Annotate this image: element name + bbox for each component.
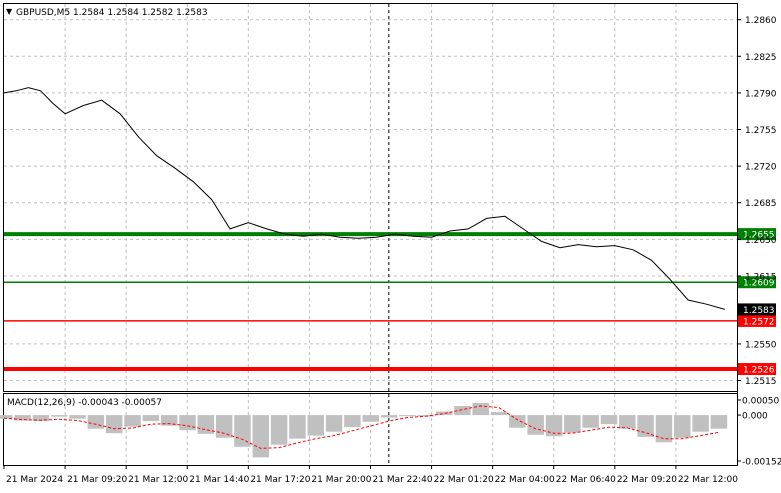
macd-bar bbox=[142, 415, 160, 422]
macd-bar bbox=[197, 415, 215, 434]
macd-bar bbox=[179, 415, 196, 431]
macd-tick-label: 0.00050 bbox=[742, 397, 779, 407]
macd-bar bbox=[0, 415, 13, 419]
price-tick-label: 1.2550 bbox=[745, 340, 777, 350]
time-tick-label: 22 Mar 09:20 bbox=[617, 475, 677, 485]
macd-bar bbox=[527, 415, 544, 435]
time-tick-label: 21 Mar 20:00 bbox=[311, 475, 371, 485]
macd-bar bbox=[270, 415, 288, 445]
macd-bar bbox=[32, 415, 50, 422]
time-tick-label: 21 Mar 14:40 bbox=[189, 475, 249, 485]
macd-bar bbox=[619, 415, 636, 429]
time-tick-label: 22 Mar 06:40 bbox=[556, 475, 616, 485]
price-tick-label: 1.2515 bbox=[745, 377, 777, 387]
macd-layer bbox=[0, 403, 728, 458]
macd-bar bbox=[344, 415, 361, 428]
price-tick-label: 1.2720 bbox=[745, 163, 777, 173]
macd-bar bbox=[14, 415, 31, 421]
macd-bar bbox=[380, 415, 398, 418]
macd-bar bbox=[399, 415, 416, 417]
price-tick-label: 1.2860 bbox=[745, 16, 777, 26]
macd-bar bbox=[325, 415, 343, 432]
macd-bar bbox=[160, 415, 178, 426]
price-tick-label: 1.2685 bbox=[745, 199, 777, 209]
level-tag-label: 1.2572 bbox=[743, 317, 775, 327]
macd-bar bbox=[692, 415, 709, 432]
macd-bar bbox=[545, 415, 563, 437]
macd-bar bbox=[509, 415, 526, 428]
macd-bar bbox=[252, 415, 270, 458]
level-tag bbox=[738, 314, 776, 327]
macd-bar bbox=[50, 415, 68, 417]
macd-bar bbox=[234, 415, 251, 447]
level-tag bbox=[738, 363, 776, 376]
macd-bar bbox=[655, 415, 673, 443]
level-tag-label: 1.2655 bbox=[743, 231, 775, 241]
macd-bar bbox=[435, 411, 453, 416]
price-tick-label: 1.2790 bbox=[745, 89, 777, 99]
time-tick-label: 21 Mar 2024 bbox=[6, 475, 63, 485]
macd-bar bbox=[87, 415, 105, 429]
macd-bar bbox=[582, 415, 599, 428]
time-tick-label: 22 Mar 04:00 bbox=[495, 475, 555, 485]
macd-bar bbox=[124, 415, 141, 427]
macd-bar bbox=[307, 415, 325, 436]
level-tag-label: 1.2609 bbox=[743, 279, 775, 289]
current-price-tag bbox=[738, 303, 776, 316]
level-tag bbox=[738, 276, 776, 289]
grid-layer bbox=[4, 4, 737, 465]
macd-bar bbox=[215, 415, 233, 438]
macd-tick-label: -0.00152 bbox=[742, 458, 781, 468]
macd-bar bbox=[105, 415, 123, 434]
price-layer: 1.2583 bbox=[3, 87, 776, 316]
price-line bbox=[3, 87, 725, 310]
macd-signal-line bbox=[3, 405, 719, 449]
time-tick-label: 21 Mar 17:20 bbox=[250, 475, 310, 485]
macd-bar bbox=[674, 415, 691, 438]
macd-bar bbox=[600, 415, 618, 425]
time-tick-label: 21 Mar 09:20 bbox=[67, 475, 127, 485]
macd-bar bbox=[289, 415, 306, 439]
time-tick-label: 22 Mar 01:20 bbox=[434, 475, 494, 485]
macd-bar bbox=[362, 415, 379, 422]
macd-bar bbox=[69, 415, 86, 419]
macd-bar bbox=[472, 403, 489, 416]
macd-bar bbox=[564, 415, 581, 433]
axis-layer: 1.2860 1.2825 1.2790 1.2755 1.2720 1.2685 1.26… bbox=[3, 16, 781, 485]
level-tag-label: 1.2526 bbox=[743, 366, 775, 376]
price-tick-label: 1.2825 bbox=[745, 53, 777, 63]
macd-tick-label: 0.000 bbox=[742, 412, 768, 422]
macd-bar bbox=[710, 415, 728, 429]
price-tick-label: 1.2650 bbox=[745, 236, 777, 246]
macd-label: MACD(12,26,9) -0.00043 -0.00057 bbox=[7, 398, 162, 408]
level-tag bbox=[738, 228, 776, 241]
price-tick-label: 1.2755 bbox=[745, 126, 777, 136]
macd-bar bbox=[454, 406, 471, 416]
macd-plot-frame bbox=[3, 393, 738, 466]
price-tick-label: 1.2615 bbox=[745, 272, 777, 282]
macd-bar bbox=[490, 412, 508, 416]
time-tick-label: 21 Mar 22:40 bbox=[373, 475, 433, 485]
macd-bar bbox=[637, 415, 654, 437]
time-tick-label: 21 Mar 12:00 bbox=[128, 475, 188, 485]
time-tick-label: 22 Mar 12:00 bbox=[678, 475, 738, 485]
current-price-label: 1.2583 bbox=[743, 306, 775, 316]
chart-dropdown-icon[interactable]: ▼ bbox=[6, 7, 13, 16]
symbol-readout: GBPUSD,M5 1.2584 1.2584 1.2582 1.2583 bbox=[16, 8, 208, 18]
level-layer: 1.2655 1.2609 1.2572 1.2526 bbox=[4, 228, 776, 376]
